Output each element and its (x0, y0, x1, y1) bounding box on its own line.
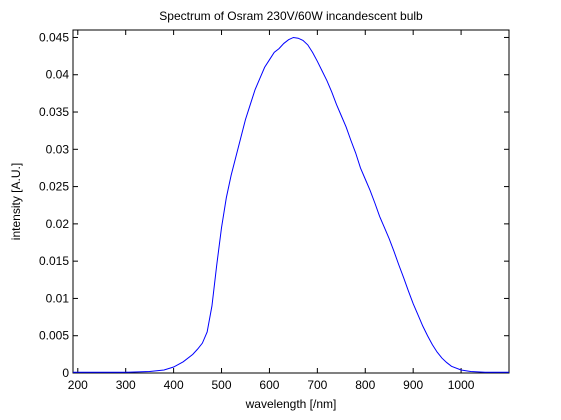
x-tick-label: 1000 (448, 378, 475, 392)
y-tick-label: 0.005 (39, 329, 69, 343)
x-tick: 600 (259, 30, 280, 392)
y-tick: 0.01 (46, 291, 509, 305)
y-tick-label: 0.01 (46, 291, 70, 305)
y-tick: 0.035 (39, 105, 509, 119)
y-tick-label: 0.03 (46, 142, 70, 156)
y-tick: 0.025 (39, 180, 509, 194)
y-tick: 0.04 (46, 68, 509, 82)
x-tick-label: 900 (403, 378, 423, 392)
x-tick-label: 700 (307, 378, 327, 392)
y-tick-label: 0.035 (39, 105, 69, 119)
y-tick-label: 0.015 (39, 254, 69, 268)
y-tick: 0.045 (39, 30, 509, 44)
spectrum-line (73, 36, 509, 373)
y-axis: 0 0.005 0.01 0.015 0.02 0.025 0.03 0.035 0.04 0.0… (39, 30, 509, 380)
plot-area: 200 300 400 500 600 700 800 900 1000 00.0050.010… (39, 29, 510, 392)
x-tick: 900 (403, 30, 424, 392)
y-tick-label: 0.04 (46, 68, 70, 82)
y-tick: 0 (62, 366, 509, 380)
y-tick-label: 0.02 (46, 217, 70, 231)
x-tick: 400 (164, 30, 184, 392)
y-tick: 0.03 (46, 142, 509, 156)
x-tick-label: 800 (355, 378, 375, 392)
y-tick-label: 0.025 (39, 180, 69, 194)
x-tick: 700 (307, 30, 328, 392)
x-tick: 500 (212, 30, 232, 392)
x-tick-label: 600 (259, 378, 279, 392)
chart-title: Spectrum of Osram 230V/60W incandescent … (159, 9, 423, 23)
x-axis-label: wavelength [/nm] (245, 397, 337, 411)
y-tick: 0.005 (39, 329, 509, 343)
axes-frame (72, 29, 510, 374)
x-tick-label: 400 (164, 378, 184, 392)
y-tick-label: 0 (62, 366, 69, 380)
y-tick-label: 0.045 (39, 30, 69, 44)
x-tick-label: 500 (212, 378, 232, 392)
y-axis-label: intensity [A.U.] (9, 163, 23, 240)
x-tick-label: 300 (116, 378, 136, 392)
x-tick-label: 200 (68, 378, 88, 392)
y-tick: 0.015 (39, 254, 509, 268)
x-tick: 800 (355, 30, 376, 392)
x-tick: 200 (68, 30, 88, 392)
x-axis: 200 300 400 500 600 700 800 900 1000 (68, 30, 475, 392)
y-tick: 0.02 (46, 217, 509, 231)
